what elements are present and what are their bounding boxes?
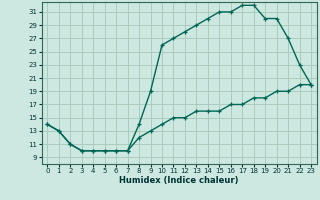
X-axis label: Humidex (Indice chaleur): Humidex (Indice chaleur) <box>119 176 239 185</box>
